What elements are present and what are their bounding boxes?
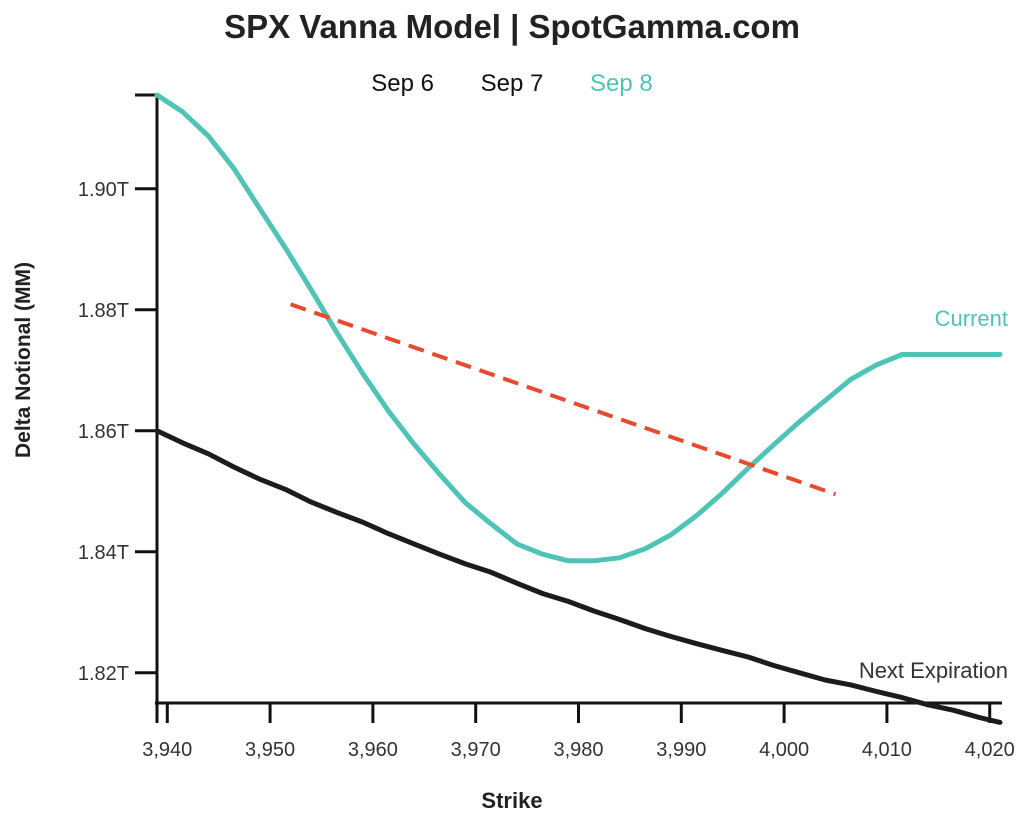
x-tick-label: 3,950 xyxy=(245,739,295,761)
x-tick-label: 4,020 xyxy=(965,739,1015,761)
x-axis-label: Strike xyxy=(481,788,543,813)
chart-title: SPX Vanna Model | SpotGamma.com xyxy=(224,8,800,45)
y-tick-label: 1.86T xyxy=(78,421,129,443)
x-tick-label: 3,960 xyxy=(348,739,398,761)
current-series-line xyxy=(154,92,1003,564)
y-tick-label: 1.82T xyxy=(78,663,129,685)
annotation-next-expiration: Next Expiration xyxy=(859,658,1008,683)
y-tick-label: 1.90T xyxy=(78,179,129,201)
legend-item-sep6[interactable]: Sep 6 xyxy=(371,70,434,97)
legend: Sep 6 Sep 7 Sep 8 xyxy=(0,70,1024,98)
x-tick-label: 3,970 xyxy=(451,739,501,761)
x-tick-label: 4,000 xyxy=(759,739,809,761)
x-tick-label: 3,980 xyxy=(553,739,603,761)
annotation-current: Current xyxy=(935,306,1008,331)
x-tick-label: 4,010 xyxy=(862,739,912,761)
y-tick-label: 1.88T xyxy=(78,300,129,322)
legend-item-sep8[interactable]: Sep 8 xyxy=(590,70,653,97)
y-tick-label: 1.84T xyxy=(78,542,129,564)
x-tick-label: 3,990 xyxy=(656,739,706,761)
next-expiration-series-line xyxy=(154,428,1003,725)
x-tick-label: 3,940 xyxy=(142,739,192,761)
legend-item-sep7[interactable]: Sep 7 xyxy=(480,70,544,97)
trendline-dashed xyxy=(289,302,837,497)
